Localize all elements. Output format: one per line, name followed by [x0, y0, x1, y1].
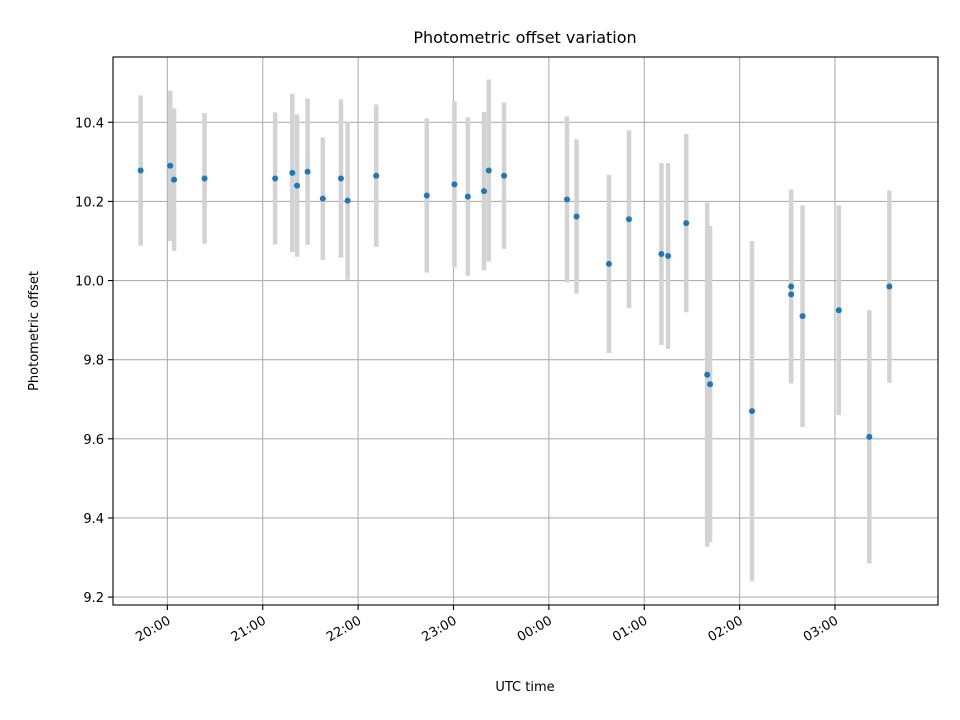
x-tick-label: 03:00 [801, 613, 841, 645]
data-point [835, 307, 842, 314]
data-point [289, 169, 296, 176]
data-point [272, 175, 279, 182]
x-tick-label: 02:00 [706, 613, 746, 645]
data-point [319, 195, 326, 202]
data-point [171, 176, 178, 183]
data-points [137, 162, 893, 440]
data-point [683, 220, 690, 227]
data-point [501, 172, 508, 179]
y-tick-label: 10.0 [75, 275, 104, 290]
x-axis-label: UTC time [495, 680, 554, 695]
y-tick-label: 10.4 [75, 116, 104, 131]
x-tick-label: 01:00 [610, 613, 650, 645]
data-point [451, 181, 458, 188]
data-point [294, 182, 301, 189]
data-point [464, 193, 471, 200]
data-point [707, 381, 714, 388]
x-tick-label: 23:00 [420, 613, 460, 645]
data-point [788, 283, 795, 290]
data-point [749, 408, 756, 415]
error-bars [138, 79, 892, 582]
y-axis-ticks: 9.2 9.4 9.6 9.8 10.0 10.2 10.4 [75, 116, 113, 606]
data-point [337, 175, 344, 182]
x-tick-label: 21:00 [229, 613, 269, 645]
data-point [886, 283, 893, 290]
data-point [625, 216, 632, 223]
y-tick-label: 10.2 [75, 195, 104, 210]
data-point [788, 291, 795, 298]
data-point [799, 313, 806, 320]
grid-lines [113, 57, 938, 605]
data-point [344, 197, 351, 204]
y-axis-label: Photometric offset [27, 271, 42, 391]
data-point [201, 175, 208, 182]
x-axis-ticks: 20:00 21:00 22:00 23:00 00:00 01:00 02:00 03:00 [133, 605, 841, 645]
data-point [563, 196, 570, 203]
data-point [658, 251, 665, 258]
x-tick-label: 22:00 [324, 613, 364, 645]
data-point [485, 167, 492, 174]
data-point [423, 192, 430, 199]
data-point [605, 260, 612, 267]
x-tick-label: 00:00 [515, 613, 555, 645]
data-point [704, 371, 711, 378]
data-point [866, 433, 873, 440]
data-point [167, 162, 174, 169]
data-point [573, 213, 580, 220]
data-point [665, 253, 672, 260]
data-point [137, 167, 144, 174]
data-point [373, 172, 380, 179]
data-point [304, 168, 311, 175]
y-tick-label: 9.4 [83, 512, 104, 527]
y-tick-label: 9.6 [83, 433, 104, 448]
y-tick-label: 9.2 [83, 591, 104, 606]
data-point [481, 188, 488, 195]
plot-frame [112, 56, 939, 606]
x-tick-label: 20:00 [133, 613, 173, 645]
chart-title: Photometric offset variation [413, 28, 636, 47]
y-tick-label: 9.8 [83, 354, 104, 369]
